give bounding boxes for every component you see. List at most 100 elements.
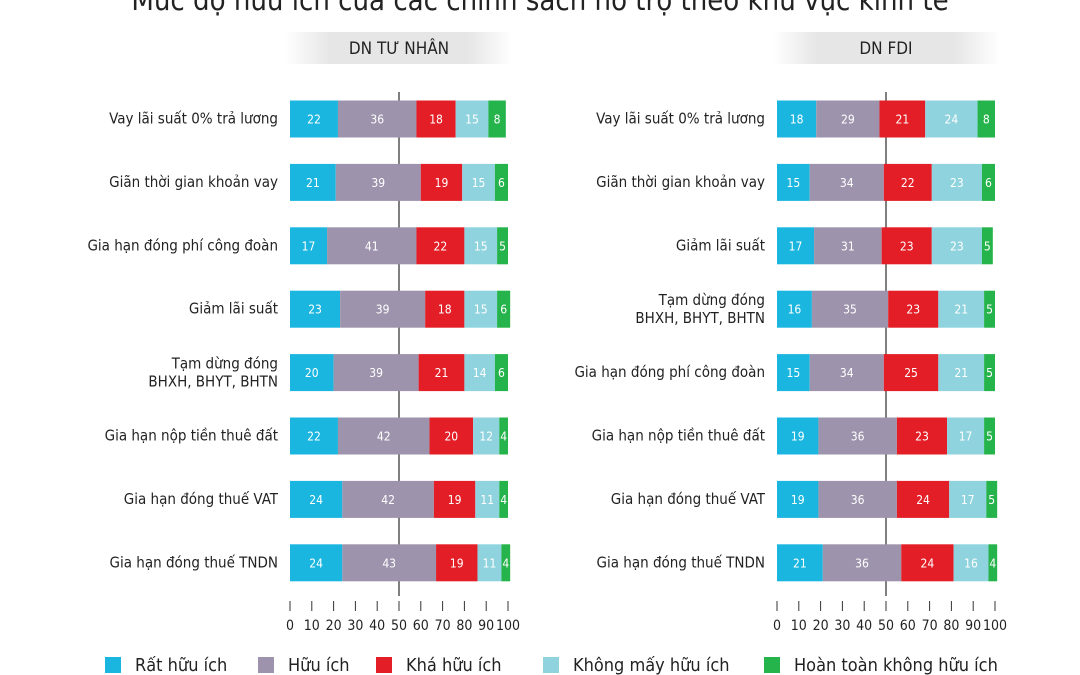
value-label: 15 — [474, 303, 488, 317]
x-tick-label: 0 — [286, 618, 294, 634]
value-label: 22 — [901, 176, 915, 190]
value-label: 24 — [921, 556, 935, 570]
value-label: 20 — [305, 366, 319, 380]
x-tick-label: 100 — [983, 618, 1007, 634]
bar-segment — [497, 290, 511, 328]
bar-segment — [494, 163, 508, 201]
bar-segment — [497, 227, 508, 265]
bar-segment — [290, 290, 341, 328]
value-label: 4 — [502, 556, 509, 570]
value-label: 5 — [984, 239, 991, 253]
x-tick-label: 60 — [900, 618, 916, 634]
value-label: 23 — [950, 176, 964, 190]
category-label: Gia hạn đóng thuế VAT — [124, 490, 279, 508]
bar-segment — [342, 544, 437, 582]
value-label: 4 — [500, 493, 507, 507]
value-label: 15 — [786, 366, 800, 380]
bar-segment — [290, 354, 334, 392]
bar-segment — [290, 544, 343, 582]
bar-segment — [416, 100, 456, 138]
value-label: 41 — [365, 239, 379, 253]
bar-segment — [777, 354, 810, 392]
x-tick-label: 100 — [496, 618, 520, 634]
bar-segment — [333, 354, 419, 392]
panel-header-bg — [772, 32, 1000, 64]
value-label: 16 — [964, 556, 978, 570]
x-tick-label: 90 — [478, 618, 494, 634]
value-label: 4 — [989, 556, 996, 570]
bar-segment — [977, 100, 995, 138]
value-label: 34 — [840, 176, 854, 190]
bar-segment — [988, 544, 998, 582]
bar-segment — [488, 100, 506, 138]
category-label: Giảm lãi suất — [189, 300, 278, 318]
bar-segment — [462, 163, 495, 201]
bar-segment — [290, 227, 328, 265]
value-label: 21 — [793, 556, 807, 570]
value-label: 39 — [369, 366, 383, 380]
value-label: 20 — [444, 430, 458, 444]
value-label: 24 — [309, 556, 323, 570]
value-label: 23 — [906, 303, 920, 317]
value-label: 36 — [855, 556, 869, 570]
value-label: 21 — [954, 366, 968, 380]
value-label: 6 — [498, 176, 505, 190]
bar-segment — [416, 227, 465, 265]
value-label: 5 — [986, 430, 993, 444]
bar-segment — [464, 354, 495, 392]
bar-segment — [883, 163, 932, 201]
value-label: 19 — [448, 493, 462, 507]
bar-segment — [777, 480, 819, 518]
bar-segment — [342, 480, 434, 518]
chart-title: Mức độ hữu ích của các chính sách hỗ trợ… — [131, 0, 948, 17]
bar-segment — [777, 227, 815, 265]
value-label: 16 — [788, 303, 802, 317]
panel-header-bg — [285, 32, 513, 64]
bar-segment — [925, 100, 978, 138]
x-tick-label: 90 — [965, 618, 981, 634]
legend-label: Không mấy hữu ích — [573, 655, 730, 675]
x-tick-label: 40 — [856, 618, 872, 634]
category-label: Giãn thời gian khoản vay — [596, 173, 765, 191]
panel-title: DN FDI — [859, 39, 912, 59]
value-label: 36 — [851, 430, 865, 444]
category-label: Gia hạn đóng thuế VAT — [611, 490, 766, 508]
legend-swatch — [543, 657, 559, 673]
value-label: 24 — [916, 493, 930, 507]
category-label: Vay lãi suất 0% trả lương — [596, 110, 765, 128]
value-label: 14 — [473, 366, 487, 380]
bar-segment — [327, 227, 417, 265]
bar-segment — [883, 354, 939, 392]
value-label: 4 — [500, 430, 507, 444]
x-tick-label: 10 — [791, 618, 807, 634]
x-tick-label: 70 — [435, 618, 451, 634]
x-tick-label: 80 — [456, 618, 472, 634]
value-label: 12 — [479, 430, 493, 444]
x-tick-label: 30 — [834, 618, 850, 634]
category-label: Tạm dừng đóng BHXH, BHYT, BHTN — [635, 291, 765, 327]
value-label: 17 — [959, 430, 973, 444]
value-label: 36 — [851, 493, 865, 507]
bar-segment — [418, 354, 465, 392]
bar-segment — [881, 227, 932, 265]
bar-segment — [949, 480, 987, 518]
bar-segment — [340, 290, 426, 328]
category-label: Gia hạn nộp tiền thuê đất — [105, 427, 278, 445]
bar-segment — [938, 290, 985, 328]
value-label: 6 — [500, 303, 507, 317]
value-label: 6 — [985, 176, 992, 190]
x-tick-label: 80 — [943, 618, 959, 634]
value-label: 15 — [472, 176, 486, 190]
value-label: 42 — [377, 430, 391, 444]
bar-segment — [879, 100, 926, 138]
bar-segment — [464, 290, 498, 328]
bar-segment — [477, 544, 502, 582]
value-label: 5 — [988, 493, 995, 507]
bar-segment — [931, 227, 982, 265]
legend-swatch — [764, 657, 780, 673]
bar-segment — [981, 163, 995, 201]
value-label: 21 — [435, 366, 449, 380]
bar-segment — [290, 480, 343, 518]
legend-swatch — [105, 657, 121, 673]
